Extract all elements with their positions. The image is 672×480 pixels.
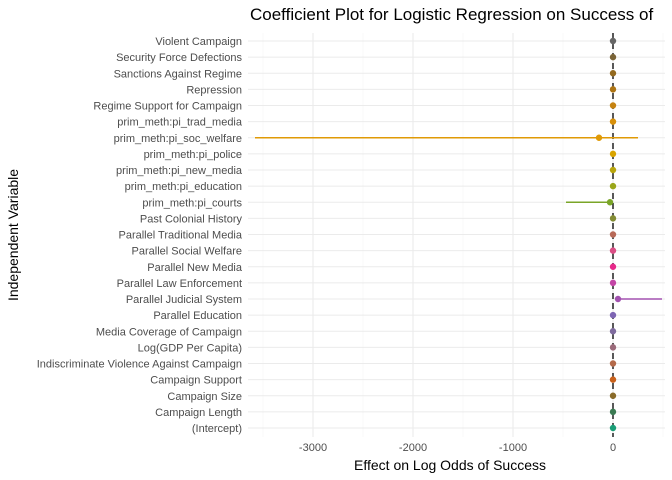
y-tick-label: Repression (186, 84, 242, 96)
coefficient-point (609, 360, 617, 367)
coefficient-point (609, 166, 617, 174)
x-tick-label: -1000 (499, 442, 527, 454)
y-tick-label: Parallel New Media (147, 262, 243, 274)
y-tick-label: prim_meth:pi_soc_welfare (114, 133, 242, 145)
coefficient-point (595, 134, 603, 141)
y-tick-label: prim_meth:pi_education (125, 181, 242, 193)
y-tick-label: Sanctions Against Regime (114, 68, 242, 80)
coefficient-marks (255, 37, 662, 432)
y-tick-label: Campaign Size (167, 391, 242, 403)
coefficient-point (609, 70, 617, 77)
coefficient-point (609, 150, 617, 158)
coefficient-point (609, 37, 617, 45)
x-tick-label: 0 (610, 442, 616, 454)
y-tick-label: prim_meth:pi_new_media (116, 165, 243, 177)
coefficient-point (609, 344, 617, 351)
coefficient-point (609, 424, 617, 432)
coefficient-point (606, 199, 614, 206)
coefficient-point (609, 86, 617, 93)
y-tick-label: (Intercept) (192, 423, 242, 435)
coefficient-point (609, 53, 617, 61)
coefficient-point (609, 376, 617, 383)
y-tick-label: Security Force Defections (116, 52, 242, 64)
y-tick-label: Campaign Support (150, 375, 242, 387)
y-tick-label: Parallel Social Welfare (132, 246, 242, 258)
y-tick-label: Indiscriminate Violence Against Campaign (37, 359, 242, 371)
coefficient-point (609, 408, 617, 416)
coefficient-point (609, 182, 617, 190)
x-tick-label: -2000 (399, 442, 427, 454)
y-tick-label: Regime Support for Campaign (93, 101, 242, 113)
coefficient-point (609, 118, 617, 125)
coefficient-point (609, 215, 617, 222)
x-tick-label: -3000 (299, 442, 327, 454)
coefficient-point (609, 392, 617, 399)
coefficient-point (609, 102, 617, 109)
coefficient-point (609, 279, 617, 287)
coefficient-point (609, 311, 617, 319)
coefficient-point (609, 263, 617, 270)
y-tick-label: prim_meth:pi_trad_media (117, 117, 243, 129)
y-axis-title: Independent Variable (5, 169, 21, 301)
y-tick-label: Media Coverage of Campaign (96, 326, 242, 338)
y-tick-label: Parallel Traditional Media (118, 230, 242, 242)
chart-title: Coefficient Plot for Logistic Regression… (250, 5, 653, 24)
y-tick-label: Campaign Length (155, 407, 242, 419)
y-tick-label: Parallel Judicial System (126, 294, 242, 306)
coefficient-point (609, 231, 617, 238)
y-tick-label: Log(GDP Per Capita) (138, 342, 242, 354)
x-axis-title: Effect on Log Odds of Success (354, 457, 546, 473)
y-tick-label: Violent Campaign (155, 36, 242, 48)
y-tick-label: prim_meth:pi_police (144, 149, 242, 161)
grid-lines (248, 33, 665, 437)
y-axis-tick-labels: Violent Campaign Security Force Defection… (37, 36, 243, 435)
coefficient-point (614, 295, 622, 303)
y-tick-label: Parallel Law Enforcement (117, 278, 242, 290)
y-tick-label: Parallel Education (153, 310, 242, 322)
coefficient-point (609, 328, 617, 335)
y-tick-label: Past Colonial History (140, 213, 243, 225)
coefficient-point (609, 247, 617, 254)
y-tick-label: prim_meth:pi_courts (142, 197, 242, 209)
x-axis-tick-labels: -3000 -2000 -1000 0 (299, 442, 616, 454)
